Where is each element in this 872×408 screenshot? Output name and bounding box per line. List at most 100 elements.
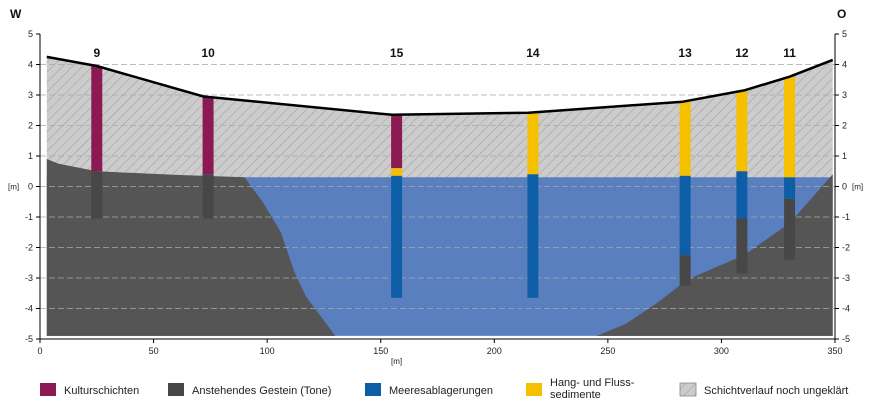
borehole-12-hang-segment xyxy=(736,90,748,172)
geology-fills xyxy=(46,56,833,336)
y-tick-label-left: -3 xyxy=(25,273,33,283)
unclear-layer-area xyxy=(46,56,833,208)
borehole-13-meer-segment xyxy=(679,175,691,256)
legend-item-hang: Hang- und Fluss-sedimente xyxy=(526,377,635,401)
legend-swatch xyxy=(526,383,542,396)
legend-label: Meeresablagerungen xyxy=(389,385,493,397)
axes: 5 54 43 32 21 10 0-1 -1-2 -2-3 -3-4 -4-5 -5[m] [m]0 5… xyxy=(8,7,863,366)
y-tick-label-left: -1 xyxy=(25,212,33,222)
legend-item-gestein: Anstehendes Gestein (Tone) xyxy=(168,383,331,397)
legend-label-line: Schichtverlauf noch ungeklärt xyxy=(704,385,848,397)
borehole-11-meer-segment xyxy=(784,177,796,199)
west-label: W xyxy=(10,7,22,21)
borehole-label: 14 xyxy=(526,46,540,60)
borehole-13-gestein-segment xyxy=(679,255,691,286)
bedrock-east-area xyxy=(596,174,833,336)
y-tick-label-left: -4 xyxy=(25,304,33,314)
x-tick-label: 150 xyxy=(373,346,388,356)
legend-label: Hang- und Fluss-sedimente xyxy=(550,377,635,401)
y-tick-label-right: 3 xyxy=(842,90,847,100)
x-tick-label: 200 xyxy=(487,346,502,356)
surface-profile xyxy=(46,55,834,117)
borehole-9: 9 xyxy=(91,46,103,219)
x-tick-label: 250 xyxy=(600,346,615,356)
y-tick-label-right: -5 xyxy=(842,334,850,344)
borehole-10-kultur-segment xyxy=(202,96,214,175)
borehole-label: 11 xyxy=(783,46,796,60)
x-unit: [m] xyxy=(391,357,402,366)
legend-label-line: Anstehendes Gestein (Tone) xyxy=(192,385,331,397)
legend-label: Schichtverlauf noch ungeklärt xyxy=(704,385,848,397)
borehole-9-kultur-segment xyxy=(91,66,103,172)
x-tick-label: 350 xyxy=(827,346,842,356)
borehole-15: 15 xyxy=(390,46,404,298)
y-unit-right: [m] xyxy=(852,183,863,192)
borehole-14-hang-segment xyxy=(527,112,539,175)
borehole-label: 9 xyxy=(93,46,100,60)
y-tick-label-left: 5 xyxy=(28,29,33,39)
legend-label-line: Kulturschichten xyxy=(64,385,139,397)
x-tick-label: 300 xyxy=(714,346,729,356)
borehole-label: 12 xyxy=(735,46,749,60)
y-tick-label-left: 4 xyxy=(28,60,33,70)
borehole-11: 11 xyxy=(783,46,796,260)
borehole-15-kultur-segment xyxy=(391,114,403,169)
y-tick-label-left: -2 xyxy=(25,243,33,253)
legend-label-line: Meeresablagerungen xyxy=(389,385,493,397)
borehole-13: 13 xyxy=(678,46,692,286)
legend-item-meer: Meeresablagerungen xyxy=(365,383,493,397)
y-unit-left: [m] xyxy=(8,183,19,192)
legend-swatch xyxy=(365,383,381,396)
y-tick-label-right: -4 xyxy=(842,304,850,314)
east-label: O xyxy=(837,7,846,21)
legend-label-line: sedimente xyxy=(550,389,601,401)
borehole-15-meer-segment xyxy=(391,175,403,298)
y-tick-label-right: -3 xyxy=(842,273,850,283)
y-tick-label-right: 2 xyxy=(842,121,847,131)
surface-line xyxy=(46,55,834,117)
borehole-12-gestein-segment xyxy=(736,218,748,274)
borehole-13-hang-segment xyxy=(679,101,691,176)
x-tick-label: 50 xyxy=(149,346,159,356)
borehole-label: 15 xyxy=(390,46,404,60)
borehole-12-meer-segment xyxy=(736,171,748,219)
y-tick-label-right: 1 xyxy=(842,151,847,161)
legend-swatch xyxy=(168,383,184,396)
legend-swatch xyxy=(40,383,56,396)
borehole-10-gestein-segment xyxy=(202,174,214,219)
legend-swatch xyxy=(679,382,697,397)
y-tick-label-right: 4 xyxy=(842,60,847,70)
legend-item-kultur: Kulturschichten xyxy=(40,383,139,397)
borehole-14: 14 xyxy=(526,46,540,298)
bedrock-west-area xyxy=(46,159,336,336)
borehole-label: 13 xyxy=(678,46,692,60)
borehole-9-gestein-segment xyxy=(91,171,103,219)
borehole-12: 12 xyxy=(735,46,749,274)
y-tick-label-right: 0 xyxy=(842,182,847,192)
legend-label: Anstehendes Gestein (Tone) xyxy=(192,385,331,397)
legend-item-ungeklaert: Schichtverlauf noch ungeklärt xyxy=(679,382,848,397)
y-tick-label-left: -5 xyxy=(25,334,33,344)
borehole-11-hang-segment xyxy=(784,76,796,178)
borehole-15-hang-segment xyxy=(391,168,403,176)
grid-lines xyxy=(40,64,835,309)
borehole-label: 10 xyxy=(201,46,215,60)
boreholes: 9 10 15 14 13 12 11 xyxy=(91,46,796,298)
y-tick-label-right: -2 xyxy=(842,243,850,253)
y-tick-label-right: -1 xyxy=(842,212,850,222)
legend: Kulturschichten Anstehendes Gestein (Tone… xyxy=(40,377,848,401)
borehole-11-gestein-segment xyxy=(784,198,796,260)
y-tick-label-left: 3 xyxy=(28,90,33,100)
x-tick-label: 100 xyxy=(260,346,275,356)
x-tick-label: 0 xyxy=(37,346,42,356)
borehole-10: 10 xyxy=(201,46,215,219)
borehole-14-meer-segment xyxy=(527,174,539,298)
legend-label: Kulturschichten xyxy=(64,385,139,397)
y-tick-label-left: 0 xyxy=(28,182,33,192)
legend-label-line: Hang- und Fluss- xyxy=(550,377,635,389)
y-tick-label-left: 1 xyxy=(28,151,33,161)
y-tick-label-right: 5 xyxy=(842,29,847,39)
y-tick-label-left: 2 xyxy=(28,121,33,131)
